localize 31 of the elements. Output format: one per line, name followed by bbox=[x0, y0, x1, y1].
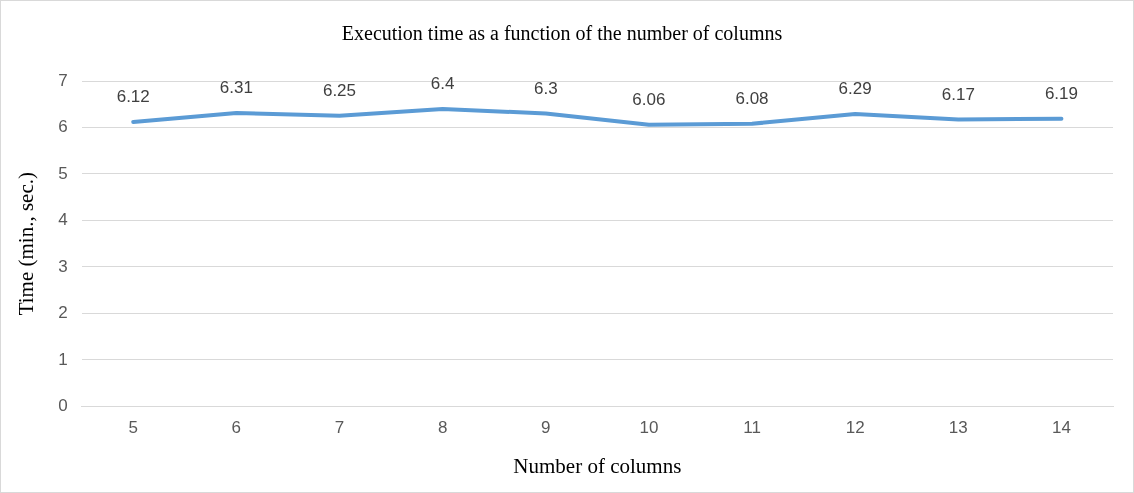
data-label: 6.17 bbox=[941, 84, 975, 104]
data-label: 6.3 bbox=[533, 78, 558, 98]
x-tick-label: 10 bbox=[639, 418, 659, 438]
chart-title: Execution time as a function of the number of columns bbox=[341, 22, 783, 45]
y-tick-label: 6 bbox=[58, 117, 68, 137]
x-tick-label: 6 bbox=[231, 418, 242, 438]
x-tick-label: 13 bbox=[948, 418, 968, 438]
y-tick-label: 4 bbox=[58, 210, 68, 230]
x-tick-label: 8 bbox=[437, 418, 448, 438]
data-label: 6.4 bbox=[430, 74, 455, 94]
x-tick-label: 12 bbox=[845, 418, 865, 438]
x-tick-label: 7 bbox=[334, 418, 345, 438]
data-label: 6.29 bbox=[838, 79, 872, 99]
y-tick-label: 7 bbox=[58, 70, 68, 90]
data-label: 6.12 bbox=[116, 87, 150, 107]
y-tick-label: 0 bbox=[58, 396, 68, 416]
x-tick-label: 5 bbox=[128, 418, 138, 438]
y-axis-title: Time (min., sec.) bbox=[14, 172, 39, 316]
data-label: 6.19 bbox=[1044, 83, 1078, 103]
x-axis-title: Number of columns bbox=[513, 453, 682, 478]
data-label: 6.25 bbox=[322, 81, 357, 101]
x-tick-label: 14 bbox=[1051, 418, 1071, 438]
y-tick-label: 2 bbox=[58, 303, 68, 323]
y-tick-label: 3 bbox=[58, 256, 68, 276]
y-tick-label: 1 bbox=[58, 349, 68, 369]
data-label: 6.31 bbox=[219, 78, 253, 98]
data-label: 6.08 bbox=[735, 88, 769, 108]
x-tick-label: 11 bbox=[743, 418, 761, 438]
y-tick-label: 5 bbox=[58, 163, 68, 183]
data-label: 6.06 bbox=[632, 89, 666, 109]
x-tick-label: 9 bbox=[541, 418, 551, 438]
